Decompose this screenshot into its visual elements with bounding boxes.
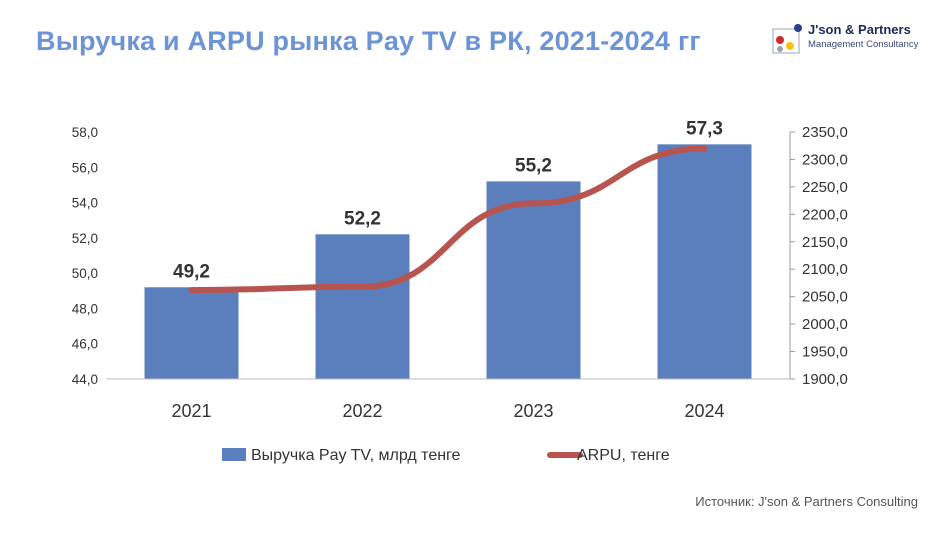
x-tick-label-2023: 2023 bbox=[513, 401, 553, 421]
bar-2024 bbox=[657, 144, 752, 379]
y-right-tick-label: 2350,0 bbox=[802, 124, 848, 141]
y-left-tick-label: 44,0 bbox=[72, 372, 98, 387]
legend-swatch-revenue bbox=[222, 448, 246, 461]
logo-subtitle: Management Consultancy bbox=[808, 39, 919, 50]
y-right-tick-label: 2100,0 bbox=[802, 261, 848, 278]
bar-value-label-2023: 55,2 bbox=[515, 155, 552, 176]
y-left-tick-label: 48,0 bbox=[72, 301, 98, 316]
bar-2021 bbox=[144, 287, 239, 379]
company-logo: J'son & Partners Management Consultancy bbox=[772, 14, 937, 56]
y-right-tick-label: 2000,0 bbox=[802, 316, 848, 333]
bar-value-label-2024: 57,3 bbox=[686, 118, 723, 139]
bar-2023 bbox=[486, 181, 581, 379]
y-right-tick-label: 2050,0 bbox=[802, 289, 848, 306]
logo-mark-icon bbox=[772, 24, 802, 54]
legend-label-revenue: Выручка Pay TV, млрд тенге bbox=[251, 447, 461, 464]
y-left-tick-label: 46,0 bbox=[72, 337, 98, 352]
y-right-tick-label: 2200,0 bbox=[802, 206, 848, 223]
x-tick-label-2024: 2024 bbox=[684, 401, 724, 421]
y-right-tick-label: 2150,0 bbox=[802, 234, 848, 251]
bar-value-label-2022: 52,2 bbox=[344, 208, 381, 229]
legend-label-arpu: ARPU, тенге bbox=[577, 447, 670, 464]
y-left-tick-label: 54,0 bbox=[72, 196, 98, 211]
y-right-tick-label: 1900,0 bbox=[802, 371, 848, 388]
arpu-line bbox=[188, 145, 708, 294]
y-left-tick-label: 56,0 bbox=[72, 160, 98, 175]
bar-value-label-2021: 49,2 bbox=[173, 261, 210, 282]
chart-title: Выручка и ARPU рынка Pay TV в РК, 2021-2… bbox=[36, 26, 701, 56]
y-right-tick-label: 1950,0 bbox=[802, 344, 848, 361]
y-left-tick-label: 52,0 bbox=[72, 231, 98, 246]
logo-name: J'son & Partners bbox=[808, 22, 911, 37]
y-left-tick-label: 50,0 bbox=[72, 266, 98, 281]
x-tick-label-2021: 2021 bbox=[171, 401, 211, 421]
x-tick-label-2022: 2022 bbox=[342, 401, 382, 421]
y-left-tick-label: 58,0 bbox=[72, 125, 98, 140]
bar-2022 bbox=[315, 234, 410, 379]
y-right-tick-label: 2250,0 bbox=[802, 179, 848, 196]
source-note: Источник: J'son & Partners Consulting bbox=[695, 494, 918, 509]
y-right-tick-label: 2300,0 bbox=[802, 151, 848, 168]
